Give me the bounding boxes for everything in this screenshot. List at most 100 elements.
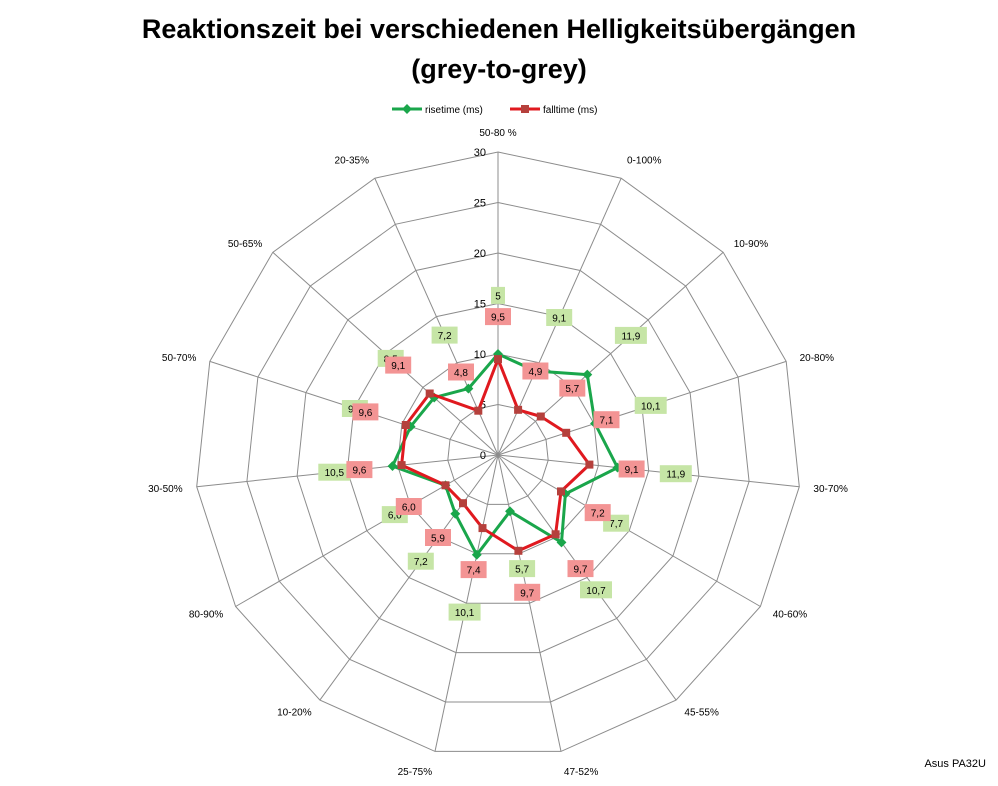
falltime-point (562, 428, 571, 437)
falltime-point (425, 389, 434, 398)
falltime-data-label: 7,4 (467, 566, 481, 577)
grid-spoke (319, 454, 499, 701)
risetime-label-box (580, 581, 612, 599)
grid-spoke (434, 454, 499, 752)
series-line-falltime (400, 358, 591, 553)
risetime-label-box (431, 326, 458, 344)
category-label: 50-65% (228, 239, 263, 250)
grid-ring-25 (246, 201, 750, 703)
grid-ring-20 (296, 252, 700, 654)
grid-spoke (497, 454, 562, 752)
risetime-data-label: 7,2 (414, 557, 428, 568)
risetime-data-label: 5,7 (515, 565, 529, 576)
falltime-label-box (567, 560, 594, 578)
tick-label: 30 (474, 147, 486, 159)
falltime-label-box (395, 498, 422, 515)
falltime-label-box (352, 403, 379, 421)
falltime-point (557, 487, 565, 496)
falltime-data-label: 9,5 (491, 313, 505, 324)
falltime-label-box (448, 363, 474, 381)
risetime-label-box (318, 463, 351, 481)
legend-risetime-swatch-marker (402, 104, 412, 114)
data-labels: 5 9,1 11,9 10,1 11,9 7,7 10,7 5,7 10,1 7,2 6,0 10,5… (318, 286, 692, 621)
risetime-label-box (448, 603, 481, 621)
risetime-point (505, 506, 515, 517)
risetime-data-label: 7,7 (609, 519, 623, 530)
tick-label: 0 (480, 450, 486, 462)
grid-ring-10 (397, 353, 599, 555)
category-label: 50-70% (162, 353, 197, 364)
grid-ring-15 (346, 302, 650, 604)
falltime-point (536, 412, 545, 421)
legend-risetime-label: risetime (ms) (425, 105, 483, 116)
data-series (387, 349, 623, 560)
falltime-data-label: 4,9 (528, 367, 542, 378)
tick-label: 25 (474, 198, 486, 210)
category-label: 0-100% (627, 155, 662, 166)
falltime-data-label: 6,0 (402, 503, 416, 514)
watermark-text: Asus PA32U (924, 758, 986, 770)
falltime-label-box (425, 529, 451, 546)
falltime-label-box (460, 561, 487, 579)
risetime-point (450, 508, 461, 519)
risetime-data-label: 11,9 (622, 331, 641, 342)
falltime-label-box (385, 356, 412, 374)
chart-title-line-1: Reaktionszeit bei verschiedenen Helligke… (142, 14, 856, 44)
risetime-point (387, 461, 398, 472)
falltime-data-label: 7,2 (591, 509, 605, 520)
tick-label: 15 (474, 299, 486, 311)
grid-ring-5 (447, 403, 549, 505)
grid-spoke (497, 454, 677, 701)
falltime-point (514, 405, 523, 414)
risetime-point (582, 369, 593, 380)
risetime-point (471, 549, 482, 560)
grid-ring-30 (196, 151, 800, 752)
risetime-data-label: 7,2 (438, 331, 452, 342)
category-label: 10-20% (277, 708, 312, 719)
falltime-point (397, 461, 406, 470)
grid-spoke (235, 454, 499, 607)
category-label: 40-60% (773, 610, 808, 621)
tick-label: 5 (480, 400, 486, 412)
legend-entry-risetime: risetime (ms) (392, 104, 483, 116)
risetime-data-label: 10,5 (325, 468, 345, 479)
risetime-label-box (659, 465, 692, 483)
falltime-data-label: 9,1 (391, 361, 405, 372)
falltime-data-label: 9,1 (625, 465, 639, 476)
falltime-label-box (593, 411, 620, 429)
legend-entry-falltime: falltime (ms) (510, 105, 597, 116)
category-label: 50-80 % (479, 128, 516, 139)
falltime-label-box (618, 460, 645, 478)
grid-spoke (497, 454, 761, 607)
risetime-label-box (407, 552, 434, 570)
falltime-label-box (559, 379, 586, 397)
falltime-point (494, 355, 502, 364)
risetime-data-label: 10,7 (586, 586, 606, 597)
falltime-point (474, 406, 483, 415)
tick-label: 20 (474, 248, 486, 260)
category-label: 45-55% (684, 708, 719, 719)
legend: risetime (ms) falltime (ms) (392, 104, 597, 116)
risetime-point (556, 537, 567, 548)
falltime-point (551, 530, 560, 539)
radar-grid (196, 151, 800, 752)
falltime-point (585, 460, 594, 469)
radial-tick-labels: 0 5 10 15 20 25 30 (474, 147, 486, 462)
risetime-data-label: 10,1 (455, 608, 475, 619)
risetime-data-label: 9,1 (552, 314, 566, 325)
falltime-data-label: 5,7 (565, 384, 579, 395)
falltime-point (401, 421, 410, 429)
category-label: 47-52% (564, 767, 599, 778)
tick-label: 10 (474, 349, 486, 361)
series-line-risetime (391, 352, 619, 557)
risetime-data-label: 10,1 (641, 401, 661, 412)
grid-spoke (497, 251, 724, 456)
falltime-data-label: 4,8 (454, 368, 468, 379)
falltime-label-box (514, 583, 541, 601)
falltime-label-box (346, 461, 373, 479)
falltime-point (441, 481, 450, 490)
chart-title-line-2: (grey-to-grey) (411, 54, 587, 84)
risetime-label-box (509, 560, 536, 578)
falltime-point (514, 546, 523, 555)
falltime-data-label: 9,7 (574, 565, 588, 576)
